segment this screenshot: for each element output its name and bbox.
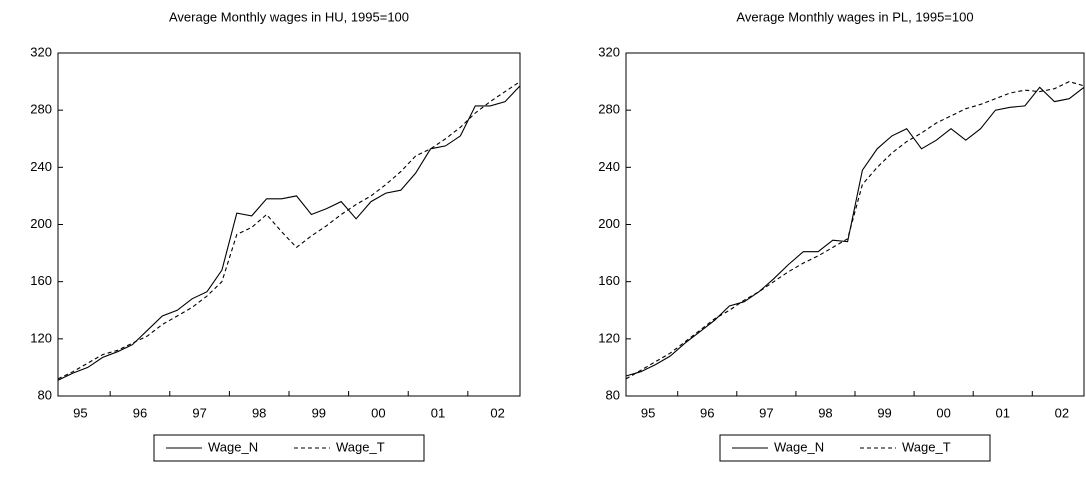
x-tick-label: 00 [936,405,950,420]
chart-title: Average Monthly wages in PL, 1995=100 [736,9,973,24]
legend-label: Wage_T [902,439,951,454]
x-tick-label: 02 [490,405,504,420]
x-tick-label: 98 [252,405,266,420]
y-tick-label: 80 [606,387,620,402]
y-tick-label: 120 [30,330,52,345]
legend-label: Wage_T [336,439,385,454]
x-tick-label: 98 [818,405,832,420]
legend-box [719,434,991,462]
plot-frame [625,52,1085,397]
y-tick-label: 280 [30,102,52,117]
x-tick-label: 96 [700,405,714,420]
x-tick-label: 96 [133,405,147,420]
y-tick-label: 320 [598,44,620,59]
x-tick-label: 95 [641,405,655,420]
y-tick-label: 280 [598,102,620,117]
legend-label: Wage_N [208,439,258,454]
legend-box [153,434,425,462]
series-line [57,81,521,380]
y-tick-label: 240 [30,159,52,174]
x-tick-label: 00 [371,405,385,420]
y-tick-label: 160 [30,273,52,288]
x-tick-label: 97 [759,405,773,420]
series-line [625,86,1085,377]
legend-label: Wage_N [774,439,824,454]
y-tick-label: 80 [38,387,52,402]
x-tick-label: 99 [312,405,326,420]
x-tick-label: 97 [192,405,206,420]
plot-frame [57,52,521,397]
x-tick-label: 95 [73,405,87,420]
x-tick-label: 99 [877,405,891,420]
y-tick-label: 120 [598,330,620,345]
y-tick-label: 320 [30,44,52,59]
chart-title: Average Monthly wages in HU, 1995=100 [169,9,409,24]
y-tick-label: 240 [598,159,620,174]
y-tick-label: 160 [598,273,620,288]
series-line [57,85,521,381]
x-tick-label: 01 [431,405,445,420]
y-tick-label: 200 [598,216,620,231]
y-tick-label: 200 [30,216,52,231]
x-tick-label: 02 [1055,405,1069,420]
series-line [625,81,1085,380]
x-tick-label: 01 [996,405,1010,420]
